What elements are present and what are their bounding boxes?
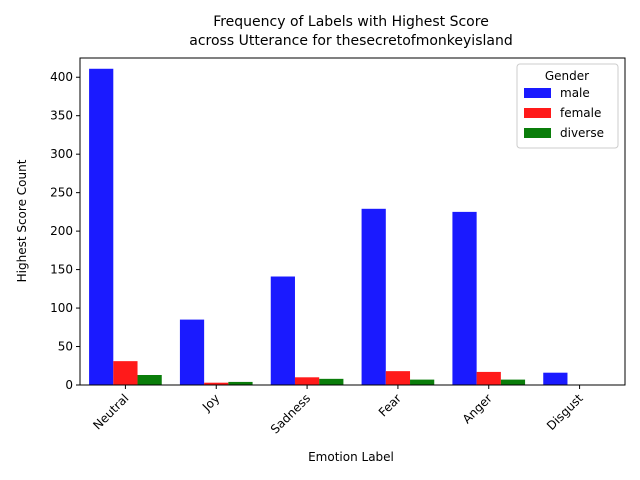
bar-female-sadness (294, 377, 320, 385)
bar-diverse-sadness (319, 378, 344, 385)
y-tick-label: 100 (50, 301, 73, 315)
y-axis: 0 50 100 150 200 250 300 350 400 (50, 70, 80, 392)
legend-swatch-diverse (524, 128, 551, 138)
x-axis-label: Emotion Label (308, 450, 394, 464)
y-tick-label: 0 (65, 378, 73, 392)
bar-male-disgust (543, 372, 568, 385)
y-axis-label: Highest Score Count (15, 159, 29, 282)
bar-male-joy (179, 319, 205, 385)
y-tick-label: 400 (50, 70, 73, 84)
bar-diverse-anger (500, 379, 526, 385)
bar-diverse-fear (410, 379, 435, 385)
bar-female-anger (476, 371, 501, 385)
y-tick-label: 300 (50, 147, 73, 161)
legend-box (516, 63, 619, 149)
bar-female-fear (385, 371, 411, 385)
y-tick-label: 350 (50, 109, 73, 123)
bar-female-joy (204, 382, 229, 385)
legend-swatch-male (524, 88, 551, 98)
bar-male-sadness (270, 276, 295, 385)
bar-diverse-neutral (137, 375, 162, 385)
bar-diverse-joy (228, 381, 253, 385)
legend-label-female: female (560, 106, 601, 120)
bars-group (89, 68, 568, 386)
y-tick-label: 200 (50, 224, 73, 238)
legend: Gender male female diverse (516, 63, 619, 149)
bar-male-neutral (89, 68, 114, 386)
y-tick-label: 150 (50, 263, 73, 277)
chart-title-line2: across Utterance for thesecretofmonkeyis… (189, 33, 512, 49)
legend-label-male: male (560, 86, 590, 100)
y-tick-label: 50 (58, 340, 73, 354)
bar-male-fear (361, 208, 386, 385)
bar-female-neutral (113, 361, 138, 385)
bar-male-anger (452, 211, 477, 385)
chart-title-line1: Frequency of Labels with Highest Score (213, 14, 489, 30)
plot-frame (79, 57, 626, 386)
legend-title: Gender (545, 69, 589, 83)
legend-swatch-female (524, 108, 551, 118)
legend-label-diverse: diverse (560, 126, 604, 140)
y-tick-label: 250 (50, 186, 73, 200)
